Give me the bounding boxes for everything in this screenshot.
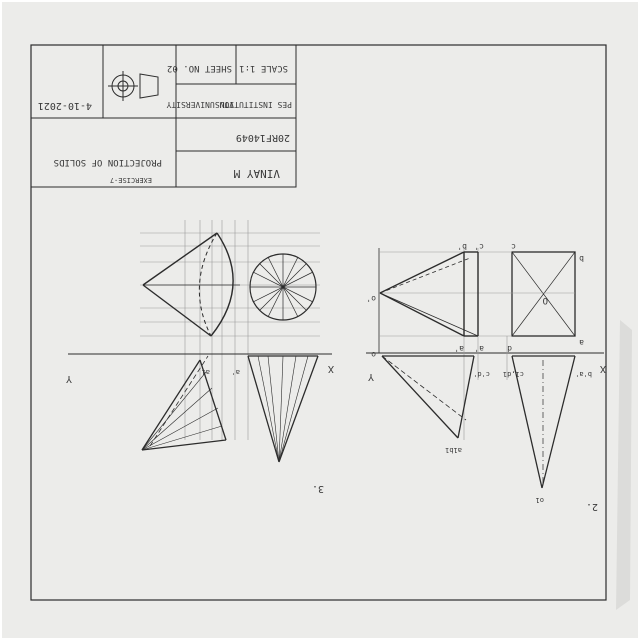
figure-2-label-b-prime: b' [457, 242, 467, 251]
figure-2-plan-center-label: O [543, 295, 548, 305]
exercise-text: EXERCISE-7 [110, 176, 152, 184]
figure-2-label-ba: b'a' [575, 370, 592, 378]
figure-2-projection-right [511, 355, 576, 489]
figure-2-label-a1b1: a1b1 [445, 446, 462, 454]
figure-2-label-d: d [507, 344, 512, 353]
figure-3-tilted-cone [141, 355, 227, 451]
institution-text: PES INSTITUTIONS [215, 100, 292, 109]
figure-3-construction-lines [140, 220, 320, 440]
figure-3-cone-front-view [142, 232, 240, 337]
problem-number-2: 2. [586, 501, 598, 512]
date-text: 4-10-2021 [38, 100, 92, 111]
figure-3-y-label: Y [66, 373, 72, 384]
figure-3-label-a1: a1 [202, 368, 210, 376]
subject-text: PROJECTION OF SOLIDS [54, 157, 162, 167]
scale-text: SCALE 1:1 [239, 63, 288, 73]
problem-number-3: 3. [312, 483, 324, 494]
university-text: VTU UNIVERSITY [166, 100, 234, 109]
figure-2-x-label: X [600, 363, 606, 374]
sheet-right-edge [616, 320, 632, 610]
title-block [30, 44, 297, 188]
figure-2-label-c-prime: c' [474, 242, 484, 251]
figure-2-projection-left [381, 355, 475, 439]
figure-2-label-a-prime-1: a' [454, 344, 464, 353]
figure-2-square-plan [511, 251, 576, 337]
logo-symbol [108, 71, 159, 101]
figure-2-label-b: b [579, 254, 584, 263]
figure-3-base-circle [249, 253, 317, 321]
figure-3-label-a-prime: a' [232, 368, 240, 376]
figure-2-label-c: c [511, 242, 516, 251]
figure-2-label-a: a [579, 338, 584, 347]
figure-2-label-cd: c'd' [473, 370, 490, 378]
figure-2-y-label: Y [368, 371, 374, 382]
figure-3-x-label: X [328, 363, 334, 374]
figure-3-cone-top-view [247, 355, 319, 463]
sheet-number-text: SHEET NO. 02 [167, 63, 232, 73]
figure-2-label-o: o [371, 350, 376, 359]
figure-3: X Y [66, 220, 334, 494]
figure-2-label-o-prime: o' [366, 294, 376, 303]
drawing-border [30, 44, 607, 601]
figure-2-pyramid-elevation [379, 251, 479, 337]
figure-2-label-a-prime-2: a' [474, 344, 484, 353]
student-name-text: VINAY M [233, 167, 280, 180]
figure-2-label-o1: o1 [536, 496, 544, 504]
figure-2-label-c1d1: c1,d1 [503, 370, 524, 378]
figure-2: X Y [366, 242, 606, 512]
usn-text: 20RF14049 [236, 132, 290, 143]
